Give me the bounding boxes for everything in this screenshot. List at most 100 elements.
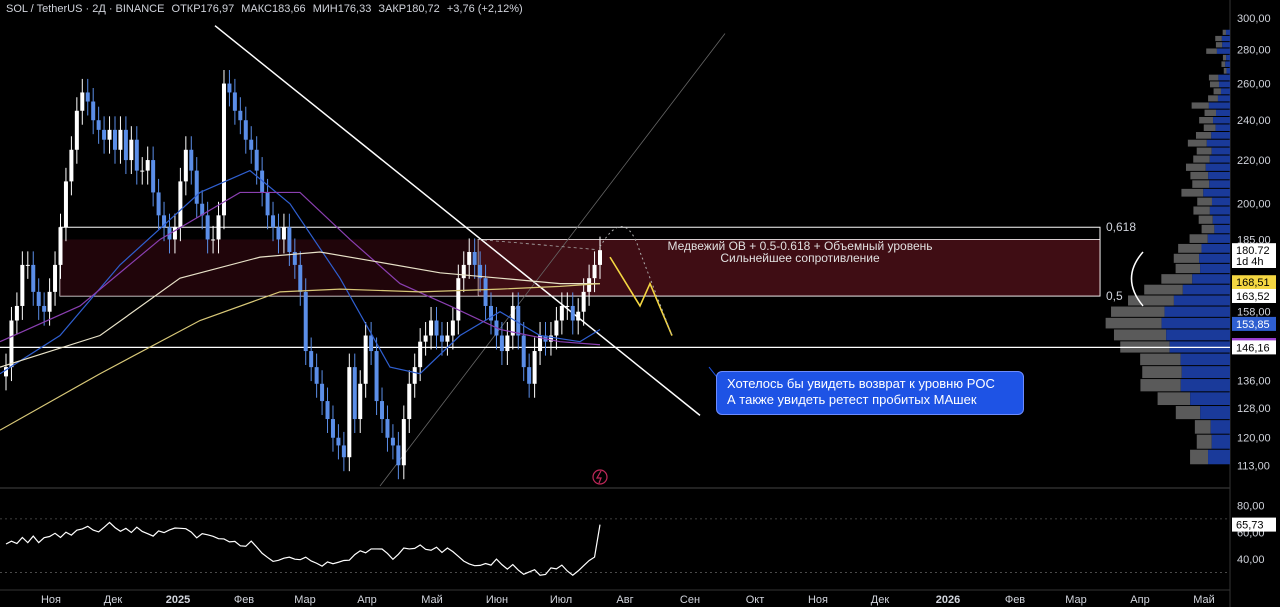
candle-body: [206, 215, 210, 239]
candle-body: [233, 92, 237, 110]
volume-profile-bar-blue: [1199, 254, 1230, 263]
candle-body: [369, 336, 373, 352]
price-tick-label: 220,00: [1237, 155, 1271, 167]
candle-body: [64, 181, 68, 227]
volume-profile-bar-blue: [1192, 274, 1230, 284]
volume-profile-bar: [1202, 225, 1215, 233]
symbol-name[interactable]: SOL / TetherUS · 2Д · BINANCE: [6, 3, 164, 15]
candle-body: [582, 292, 586, 312]
time-tick-label: Май: [1193, 594, 1215, 606]
volume-profile-bar-blue: [1209, 180, 1230, 188]
volume-profile-bar: [1186, 164, 1206, 171]
candle-body: [375, 351, 379, 401]
candle-body: [91, 102, 95, 121]
candle-body: [418, 342, 422, 367]
candle-body: [238, 111, 242, 120]
volume-profile-bar-blue: [1212, 198, 1230, 206]
candle-body: [445, 336, 449, 342]
volume-profile-bar: [1142, 366, 1181, 378]
candle-body: [342, 445, 346, 457]
candle-body: [462, 265, 466, 278]
volume-profile-bar: [1111, 307, 1165, 317]
time-tick-label: Сен: [680, 594, 700, 606]
volume-profile-bar: [1197, 148, 1212, 155]
note-callout[interactable]: Хотелось бы увидеть возврат к уровню POC…: [716, 371, 1024, 415]
candle-body: [336, 438, 340, 446]
volume-profile-bar: [1224, 68, 1227, 74]
candle-body: [320, 384, 324, 401]
candle-body: [527, 367, 531, 384]
candle-body: [309, 351, 313, 367]
candle-body: [244, 120, 248, 139]
candle-body: [227, 84, 231, 93]
volume-profile-bar-blue: [1162, 318, 1230, 329]
volume-profile-bar: [1197, 435, 1212, 449]
volume-profile-bar-blue: [1206, 164, 1230, 171]
candle-body: [15, 306, 19, 321]
volume-profile-bar: [1192, 180, 1209, 188]
volume-profile-bar: [1215, 36, 1222, 41]
volume-profile-bar-blue: [1216, 124, 1230, 131]
volume-profile-bar: [1199, 216, 1213, 224]
volume-profile-bar-blue: [1226, 30, 1230, 35]
candle-body: [565, 306, 569, 307]
candle-body: [102, 130, 106, 140]
candle-body: [124, 130, 128, 160]
candle-body: [413, 367, 417, 384]
volume-profile-bar: [1216, 42, 1222, 47]
time-tick-label: Мар: [1065, 594, 1087, 606]
candle-body: [20, 265, 24, 306]
candle-body: [456, 278, 460, 320]
time-tick-label: Май: [421, 594, 443, 606]
candle-body: [391, 438, 395, 446]
rsi-tick-label: 40,00: [1237, 554, 1265, 566]
note-line-1: Хотелось бы увидеть возврат к уровню POC: [727, 376, 1023, 392]
candle-body: [222, 84, 226, 216]
price-tag-label: 153,85: [1236, 319, 1270, 331]
time-tick-label: Фев: [234, 594, 254, 606]
volume-profile-bar-blue: [1181, 379, 1230, 391]
volume-profile-bar-blue: [1200, 406, 1230, 419]
candle-body: [533, 351, 537, 384]
candle-body: [69, 150, 73, 182]
price-tick-label: 113,00: [1237, 460, 1270, 472]
time-tick-label: Июн: [486, 594, 508, 606]
candle-body: [146, 160, 150, 171]
candle-body: [287, 227, 291, 252]
time-tick-label: Мар: [294, 594, 316, 606]
price-tick-label: 240,00: [1237, 115, 1271, 127]
volume-profile-bar: [1158, 392, 1191, 405]
volume-profile-bar-blue: [1218, 95, 1230, 101]
candle-body: [276, 227, 280, 239]
volume-profile-bar-blue: [1217, 48, 1230, 53]
candle-body: [576, 312, 580, 321]
candle-body: [353, 367, 357, 419]
time-tick-label: 2025: [166, 594, 190, 606]
volume-profile-bar-blue: [1208, 172, 1230, 179]
volume-profile-bar-blue: [1213, 216, 1230, 224]
candle-body: [48, 292, 52, 312]
candle-body: [108, 130, 112, 140]
volume-profile-bar: [1193, 206, 1209, 214]
candle-body: [435, 320, 439, 335]
candle-body: [195, 171, 199, 204]
candle-body: [173, 227, 177, 239]
rsi-tick-label: 80,00: [1237, 500, 1265, 512]
candle-body: [298, 265, 302, 292]
volume-profile-bar-blue: [1183, 285, 1230, 295]
time-tick-label: Апр: [357, 594, 376, 606]
price-tag-label: 1d 4h: [1236, 256, 1264, 268]
volume-profile-bar: [1206, 48, 1217, 53]
candle-body: [140, 171, 144, 172]
volume-profile-bar-blue: [1211, 132, 1230, 139]
high-value: МАКС183,66: [241, 3, 305, 15]
volume-profile-bar-blue: [1222, 36, 1230, 41]
candle-body: [135, 140, 139, 171]
volume-profile-bar-blue: [1208, 450, 1230, 465]
candle-body: [113, 130, 117, 150]
volume-profile-bar-blue: [1222, 42, 1230, 47]
volume-profile-bar: [1197, 198, 1212, 206]
price-tag-label: 168,51: [1236, 277, 1270, 289]
